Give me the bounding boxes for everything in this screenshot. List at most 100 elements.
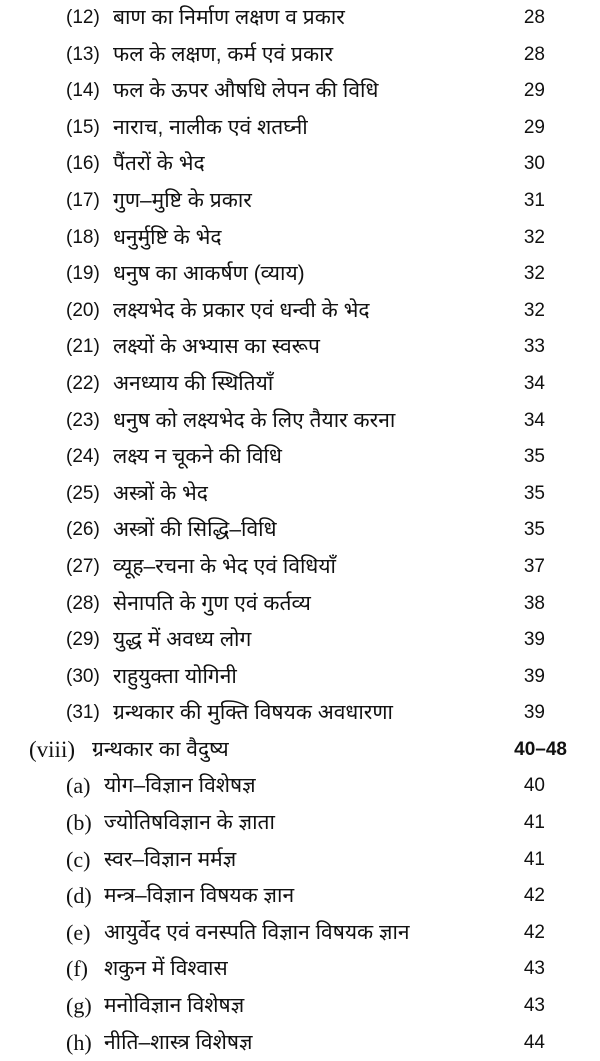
entry-title: लक्ष्य न चूकने की विधि xyxy=(113,445,282,469)
entry-page-number: 29 xyxy=(523,116,545,138)
entry-number: (30) xyxy=(66,665,100,687)
toc-section-heading: (viii) ग्रन्थकार का वैदुष्य 40–48 xyxy=(0,732,600,769)
toc-entry: (26) अस्त्रों की सिद्धि–विधि 35 xyxy=(0,512,600,549)
entry-title: अनध्याय की स्थितियाँ xyxy=(113,371,274,395)
toc-entry: (g) मनोविज्ञान विशेषज्ञ 43 xyxy=(0,988,600,1025)
toc-entry: (f) शकुन में विश्वास 43 xyxy=(0,951,600,988)
entry-page-number: 31 xyxy=(523,189,545,211)
entry-page-number: 37 xyxy=(523,555,545,577)
entry-page-number: 32 xyxy=(523,299,545,321)
entry-title: युद्ध में अवध्य लोग xyxy=(113,628,252,652)
entry-number: (a) xyxy=(66,773,91,799)
entry-page-number: 32 xyxy=(523,263,545,285)
entry-title: अस्त्रों के भेद xyxy=(113,481,208,505)
entry-page-number: 41 xyxy=(523,812,545,834)
entry-page-number: 33 xyxy=(523,336,545,358)
entry-page-number: 39 xyxy=(523,629,545,651)
entry-title: आयुर्वेद एवं वनस्पति विज्ञान विषयक ज्ञान xyxy=(104,920,410,944)
toc-entry: (19) धनुष का आकर्षण (व्याय) 32 xyxy=(0,256,600,293)
entry-number: (16) xyxy=(66,153,100,175)
toc-entry: (14) फल के ऊपर औषधि लेपन की विधि 29 xyxy=(0,73,600,110)
entry-page-number: 30 xyxy=(523,153,545,175)
entry-title: नीति–शास्त्र विशेषज्ञ xyxy=(104,1030,253,1054)
toc-entry: (28) सेनापति के गुण एवं कर्तव्य 38 xyxy=(0,586,600,623)
entry-number: (d) xyxy=(66,883,92,909)
entry-title: बाण का निर्माण लक्षण व प्रकार xyxy=(113,6,345,29)
toc-entry: (13) फल के लक्षण, कर्म एवं प्रकार 28 xyxy=(0,37,600,74)
entry-title: लक्ष्यभेद के प्रकार एवं धन्वी के भेद xyxy=(113,298,370,322)
entry-number: (24) xyxy=(66,446,100,468)
entry-number: (29) xyxy=(66,629,100,651)
entry-title: मनोविज्ञान विशेषज्ञ xyxy=(104,994,245,1018)
entry-title: फल के लक्षण, कर्म एवं प्रकार xyxy=(113,42,334,66)
entry-title: धनुष का आकर्षण (व्याय) xyxy=(113,262,305,286)
toc-entry: (12) बाण का निर्माण लक्षण व प्रकार 28 xyxy=(0,0,600,37)
entry-number: (14) xyxy=(66,80,100,102)
entry-number: (c) xyxy=(66,846,91,872)
toc-entry: (22) अनध्याय की स्थितियाँ 34 xyxy=(0,366,600,403)
entry-page-number: 34 xyxy=(523,409,545,431)
entry-page-number: 44 xyxy=(523,1031,545,1053)
entry-title: राहुयुक्ता योगिनी xyxy=(113,664,237,688)
entry-number: (17) xyxy=(66,189,100,211)
entry-page-number: 40 xyxy=(523,775,545,797)
entry-number: (26) xyxy=(66,519,100,541)
toc-entry: (15) नाराच, नालीक एवं शतघ्नी 29 xyxy=(0,110,600,147)
entry-number: (21) xyxy=(66,336,100,358)
entry-number: (13) xyxy=(66,43,100,65)
entry-page-number: 35 xyxy=(523,446,545,468)
entry-title: लक्ष्यों के अभ्यास का स्वरूप xyxy=(113,335,320,359)
entry-page-number: 41 xyxy=(523,848,545,870)
entry-title: योग–विज्ञान विशेषज्ञ xyxy=(104,774,256,798)
toc-entry: (29) युद्ध में अवध्य लोग 39 xyxy=(0,622,600,659)
entry-page-number: 43 xyxy=(523,995,545,1017)
toc-entry: (23) धनुष को लक्ष्यभेद के लिए तैयार करना 3… xyxy=(0,403,600,440)
entry-title: शकुन में विश्वास xyxy=(104,957,228,981)
entry-page-number: 32 xyxy=(523,226,545,248)
toc-entry: (27) व्यूह–रचना के भेद एवं विधियाँ 37 xyxy=(0,549,600,586)
entry-number: (12) xyxy=(66,7,100,28)
entry-page-number: 43 xyxy=(523,958,545,980)
toc-entry: (18) धनुर्मुष्टि के भेद 32 xyxy=(0,220,600,257)
entry-title: ज्योतिषविज्ञान के ज्ञाता xyxy=(104,811,275,835)
entry-number: (viii) xyxy=(29,736,75,762)
entry-page-number: 39 xyxy=(523,702,545,724)
entry-page-number: 35 xyxy=(523,482,545,504)
entry-number: (25) xyxy=(66,482,100,504)
entry-title: फल के ऊपर औषधि लेपन की विधि xyxy=(113,79,379,103)
toc-entry: (a) योग–विज्ञान विशेषज्ञ 40 xyxy=(0,768,600,805)
entry-page-number: 38 xyxy=(523,592,545,614)
entry-number: (b) xyxy=(66,810,92,836)
entry-number: (19) xyxy=(66,263,100,285)
toc-entry: (h) नीति–शास्त्र विशेषज्ञ 44 xyxy=(0,1025,600,1061)
toc-entry: (b) ज्योतिषविज्ञान के ज्ञाता 41 xyxy=(0,805,600,842)
toc-entry: (d) मन्त्र–विज्ञान विषयक ज्ञान 42 xyxy=(0,878,600,915)
entry-page-number: 29 xyxy=(523,80,545,102)
entry-number: (e) xyxy=(66,919,91,945)
toc-entry: (30) राहुयुक्ता योगिनी 39 xyxy=(0,659,600,696)
entry-number: (28) xyxy=(66,592,100,614)
toc-entry: (31) ग्रन्थकार की मुक्ति विषयक अवधारणा 39 xyxy=(0,695,600,732)
entry-number: (18) xyxy=(66,226,100,248)
entry-title: सेनापति के गुण एवं कर्तव्य xyxy=(113,591,311,615)
entry-title: धनुष को लक्ष्यभेद के लिए तैयार करना xyxy=(113,408,396,432)
entry-title: मन्त्र–विज्ञान विषयक ज्ञान xyxy=(104,884,295,908)
toc-entry: (20) लक्ष्यभेद के प्रकार एवं धन्वी के भेद… xyxy=(0,293,600,330)
entry-page-number: 28 xyxy=(523,43,545,65)
entry-title: ग्रन्थकार की मुक्ति विषयक अवधारणा xyxy=(113,701,393,725)
entry-title: गुण–मुष्टि के प्रकार xyxy=(113,188,252,212)
entry-title: धनुर्मुष्टि के भेद xyxy=(113,225,222,249)
entry-number: (31) xyxy=(66,702,100,724)
entry-page-number: 28 xyxy=(523,7,545,28)
toc-entry: (21) लक्ष्यों के अभ्यास का स्वरूप 33 xyxy=(0,329,600,366)
toc-entry: (e) आयुर्वेद एवं वनस्पति विज्ञान विषयक ज्… xyxy=(0,915,600,952)
entry-number: (27) xyxy=(66,555,100,577)
entry-title: ग्रन्थकार का वैदुष्य xyxy=(92,737,229,761)
entry-page-number: 40–48 xyxy=(514,738,567,760)
entry-number: (20) xyxy=(66,299,100,321)
entry-title: अस्त्रों की सिद्धि–विधि xyxy=(113,518,277,542)
toc-entry: (24) लक्ष्य न चूकने की विधि 35 xyxy=(0,439,600,476)
entry-title: व्यूह–रचना के भेद एवं विधियाँ xyxy=(113,554,336,578)
entry-title: स्वर–विज्ञान मर्मज्ञ xyxy=(104,847,237,871)
